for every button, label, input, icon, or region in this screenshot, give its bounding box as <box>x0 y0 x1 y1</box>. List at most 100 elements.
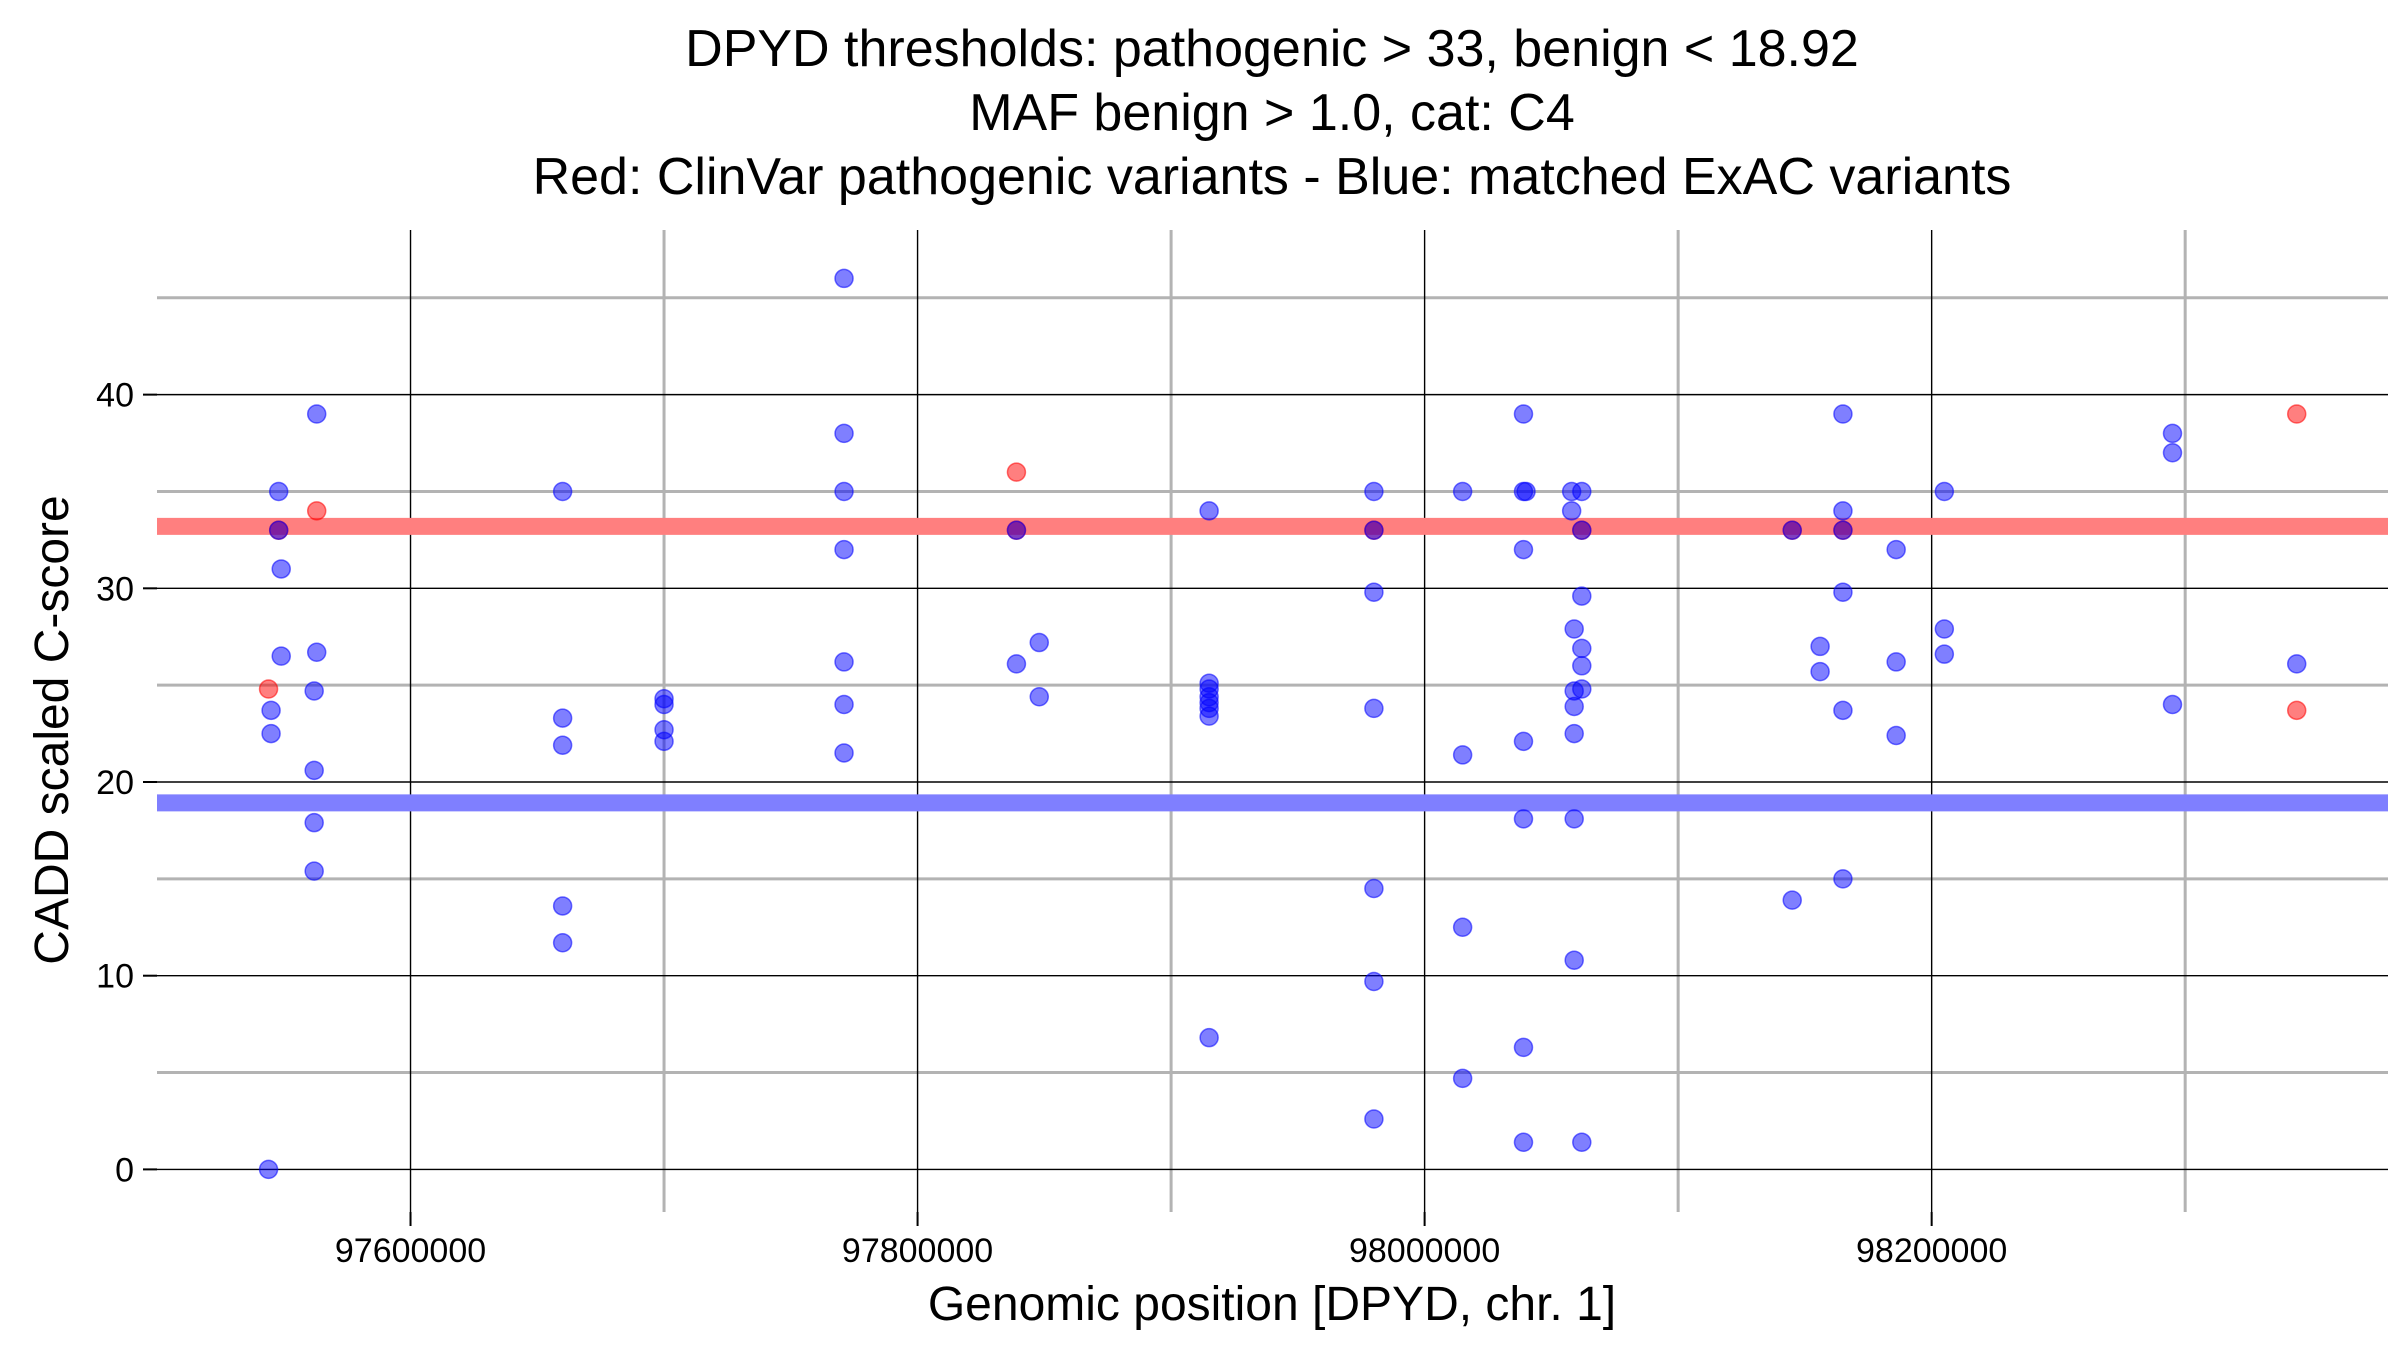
exac-variant-point <box>1833 520 1853 540</box>
exac-variant-point <box>1029 687 1050 707</box>
exac-variant-point <box>1029 632 1050 653</box>
exac-variant-point <box>1513 539 1534 560</box>
exac-variant-point <box>834 652 854 672</box>
chart-title: DPYD thresholds: pathogenic > 33, benign… <box>533 20 2012 206</box>
exac-variant-point <box>1364 698 1384 719</box>
y-tick-label: 0 <box>115 1151 134 1189</box>
exac-variant-point <box>1833 869 1853 889</box>
exac-variant-point <box>1364 520 1384 540</box>
major-gridlines <box>157 230 2388 1212</box>
exac-variant-point <box>2286 654 2307 674</box>
exac-variant-point <box>1452 745 1473 765</box>
exac-variant-point <box>306 642 327 662</box>
exac-variant-point <box>1782 890 1802 910</box>
data-points <box>258 268 2307 1180</box>
exac-variant-point <box>654 731 674 752</box>
exac-variant-point <box>258 1159 279 1180</box>
title-line-1: DPYD thresholds: pathogenic > 33, benign… <box>685 20 1859 78</box>
exac-variant-point <box>1833 582 1853 602</box>
exac-variant-point <box>1782 520 1802 540</box>
exac-variant-point <box>1810 661 1830 682</box>
exac-variant-point <box>1364 582 1384 602</box>
clinvar-pathogenic-point <box>2286 700 2307 721</box>
exac-variant-point <box>261 700 281 721</box>
exac-variant-point <box>1364 1109 1384 1129</box>
title-line-2: MAF benign > 1.0, cat: C4 <box>969 84 1575 142</box>
exac-variant-point <box>552 735 573 755</box>
exac-variant-point <box>1516 481 1536 502</box>
exac-variant-point <box>834 743 854 763</box>
minor-gridlines <box>157 230 2388 1212</box>
exac-variant-point <box>1886 539 1906 560</box>
exac-variant-point <box>834 423 854 444</box>
exac-variant-point <box>834 481 854 502</box>
exac-variant-point <box>1564 696 1584 717</box>
exac-variant-point <box>268 481 289 502</box>
exac-variant-point <box>1810 636 1830 657</box>
exac-variant-point <box>1006 654 1027 674</box>
exac-variant-point <box>1564 619 1584 639</box>
exac-variant-point <box>1833 700 1853 721</box>
exac-variant-point <box>1364 878 1384 899</box>
exac-variant-point <box>304 861 324 881</box>
y-tick-label: 30 <box>96 570 134 608</box>
tick-labels: 0 10 20 30 40 97600000 97800000 98000000 9820000… <box>96 377 2007 1270</box>
clinvar-pathogenic-point <box>1006 462 1027 482</box>
exac-variant-point <box>1199 1027 1219 1048</box>
clinvar-pathogenic-point <box>306 501 327 521</box>
exac-variant-point <box>1886 652 1906 672</box>
exac-variant-point <box>1564 950 1584 970</box>
y-axis-label: CADD scaled C-score <box>26 495 79 964</box>
exac-variant-point <box>834 539 854 560</box>
exac-variant-point <box>2162 442 2183 463</box>
exac-variant-point <box>552 708 573 728</box>
clinvar-pathogenic-point <box>2286 404 2307 424</box>
exac-variant-point <box>1364 481 1384 502</box>
exac-variant-point <box>1572 520 1592 540</box>
exac-variant-point <box>1513 1132 1534 1153</box>
title-line-3: Red: ClinVar pathogenic variants - Blue:… <box>533 148 2012 206</box>
x-tick-label: 98200000 <box>1856 1232 2007 1270</box>
exac-variant-point <box>2162 694 2183 715</box>
exac-variant-point <box>1513 731 1534 752</box>
exac-variant-point <box>1564 723 1584 744</box>
exac-variant-point <box>1006 520 1027 540</box>
threshold-lines <box>157 517 2388 812</box>
exac-variant-point <box>1572 638 1592 659</box>
exac-variant-point <box>304 812 324 833</box>
exac-variant-point <box>552 933 573 953</box>
exac-variant-point <box>1886 725 1906 746</box>
exac-variant-point <box>1452 917 1473 938</box>
exac-variant-point <box>1934 481 1955 502</box>
exac-variant-point <box>1833 404 1853 424</box>
exac-variant-point <box>1513 1037 1534 1058</box>
exac-variant-point <box>1572 656 1592 676</box>
exac-variant-point <box>306 404 327 424</box>
exac-variant-point <box>552 896 573 916</box>
exac-variant-point <box>1561 501 1582 521</box>
exac-variant-point <box>1513 404 1534 424</box>
y-tick-label: 10 <box>96 958 134 996</box>
exac-variant-point <box>834 694 854 715</box>
exac-variant-point <box>1572 1132 1592 1153</box>
x-tick-label: 97600000 <box>335 1232 486 1270</box>
exac-variant-point <box>2162 423 2183 444</box>
exac-variant-point <box>1199 706 1219 726</box>
exac-variant-point <box>552 481 573 502</box>
x-axis-label: Genomic position [DPYD, chr. 1] <box>928 1278 1616 1331</box>
y-tick-label: 20 <box>96 764 134 802</box>
y-tick-label: 40 <box>96 377 134 415</box>
exac-variant-point <box>1364 971 1384 992</box>
exac-variant-point <box>1572 586 1592 606</box>
exac-variant-point <box>1452 481 1473 502</box>
clinvar-pathogenic-point <box>258 679 279 699</box>
exac-variant-point <box>1833 501 1853 521</box>
exac-variant-point <box>1513 809 1534 829</box>
exac-variant-point <box>268 520 289 540</box>
exac-variant-point <box>654 694 674 715</box>
exac-variant-point <box>1572 679 1592 699</box>
x-tick-label: 98000000 <box>1349 1232 1500 1270</box>
exac-variant-point <box>271 559 291 579</box>
exac-variant-point <box>261 723 281 744</box>
